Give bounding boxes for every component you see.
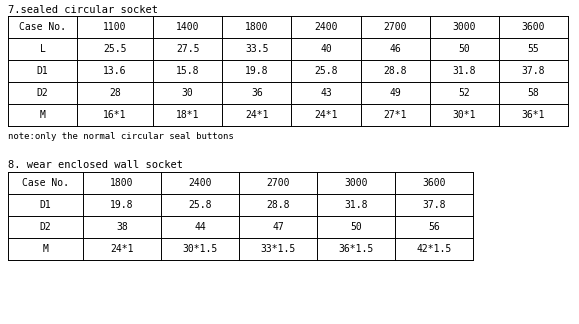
Text: M: M xyxy=(39,110,46,120)
Text: 2400: 2400 xyxy=(188,178,212,188)
Text: 30*1: 30*1 xyxy=(453,110,476,120)
Text: 19.8: 19.8 xyxy=(110,200,134,210)
Text: Case No.: Case No. xyxy=(19,22,66,32)
Text: 49: 49 xyxy=(389,88,401,98)
Text: 40: 40 xyxy=(320,44,332,54)
Bar xyxy=(8,16,568,126)
Text: 24*1: 24*1 xyxy=(110,244,134,254)
Text: 37.8: 37.8 xyxy=(522,66,545,76)
Text: 33.5: 33.5 xyxy=(245,44,269,54)
Text: 2400: 2400 xyxy=(314,22,338,32)
Text: D2: D2 xyxy=(36,88,49,98)
Text: 3000: 3000 xyxy=(453,22,476,32)
Text: 55: 55 xyxy=(527,44,539,54)
Text: 58: 58 xyxy=(527,88,539,98)
Text: 38: 38 xyxy=(116,222,128,232)
Text: 50: 50 xyxy=(350,222,362,232)
Text: 37.8: 37.8 xyxy=(422,200,446,210)
Text: 50: 50 xyxy=(459,44,470,54)
Text: Case No.: Case No. xyxy=(22,178,69,188)
Text: 16*1: 16*1 xyxy=(103,110,127,120)
Text: D2: D2 xyxy=(39,222,52,232)
Text: 31.8: 31.8 xyxy=(345,200,368,210)
Text: D1: D1 xyxy=(36,66,49,76)
Text: 27.5: 27.5 xyxy=(176,44,199,54)
Text: 24*1: 24*1 xyxy=(245,110,269,120)
Text: 30*1.5: 30*1.5 xyxy=(182,244,218,254)
Text: M: M xyxy=(43,244,49,254)
Text: 1400: 1400 xyxy=(176,22,199,32)
Text: 3600: 3600 xyxy=(522,22,545,32)
Text: 42*1.5: 42*1.5 xyxy=(416,244,452,254)
Text: 13.6: 13.6 xyxy=(103,66,127,76)
Text: 25.5: 25.5 xyxy=(103,44,127,54)
Text: 36: 36 xyxy=(251,88,263,98)
Text: 1800: 1800 xyxy=(110,178,134,188)
Bar xyxy=(8,172,473,260)
Text: D1: D1 xyxy=(39,200,52,210)
Text: 43: 43 xyxy=(320,88,332,98)
Text: 15.8: 15.8 xyxy=(176,66,199,76)
Text: 36*1.5: 36*1.5 xyxy=(338,244,373,254)
Text: 33*1.5: 33*1.5 xyxy=(261,244,296,254)
Text: 18*1: 18*1 xyxy=(176,110,199,120)
Text: 31.8: 31.8 xyxy=(453,66,476,76)
Text: 1100: 1100 xyxy=(103,22,127,32)
Text: 3000: 3000 xyxy=(345,178,368,188)
Text: 24*1: 24*1 xyxy=(314,110,338,120)
Text: 46: 46 xyxy=(389,44,401,54)
Text: 2700: 2700 xyxy=(266,178,290,188)
Text: 36*1: 36*1 xyxy=(522,110,545,120)
Text: 8. wear enclosed wall socket: 8. wear enclosed wall socket xyxy=(8,160,183,170)
Text: 19.8: 19.8 xyxy=(245,66,269,76)
Text: 27*1: 27*1 xyxy=(383,110,407,120)
Text: 56: 56 xyxy=(428,222,440,232)
Text: 25.8: 25.8 xyxy=(188,200,212,210)
Text: 25.8: 25.8 xyxy=(314,66,338,76)
Text: note:only the normal circular seal buttons: note:only the normal circular seal butto… xyxy=(8,132,234,141)
Text: 47: 47 xyxy=(272,222,284,232)
Text: 2700: 2700 xyxy=(383,22,407,32)
Text: 1800: 1800 xyxy=(245,22,269,32)
Text: 7.sealed circular socket: 7.sealed circular socket xyxy=(8,5,158,15)
Text: 28.8: 28.8 xyxy=(266,200,290,210)
Text: 28: 28 xyxy=(109,88,121,98)
Text: L: L xyxy=(39,44,46,54)
Text: 44: 44 xyxy=(194,222,206,232)
Text: 30: 30 xyxy=(182,88,193,98)
Text: 3600: 3600 xyxy=(422,178,446,188)
Text: 52: 52 xyxy=(459,88,470,98)
Text: 28.8: 28.8 xyxy=(383,66,407,76)
